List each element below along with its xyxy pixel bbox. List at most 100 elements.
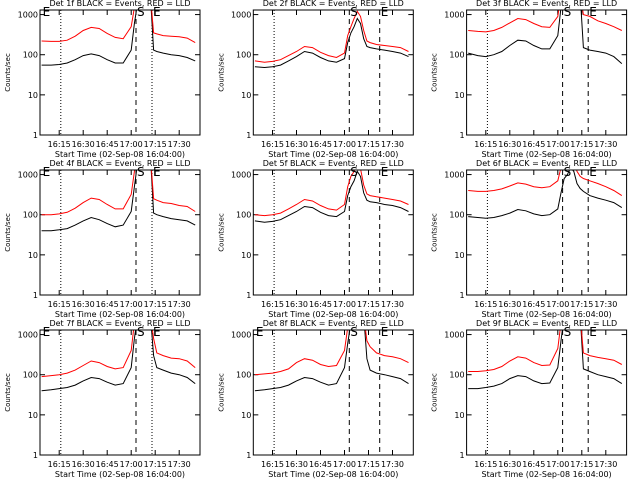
x-tick-label: 16:30: [72, 140, 95, 149]
x-tick-label: 17:30: [381, 140, 404, 149]
y-tick-label: 1: [33, 131, 38, 140]
x-tick-label: 17:00: [120, 140, 143, 149]
y-tick-label: 1000: [444, 171, 464, 180]
y-tick-label: 1: [246, 131, 251, 140]
annotation: E: [43, 5, 51, 19]
x-tick-label: 17:00: [546, 300, 569, 309]
x-tick-label: 17:30: [594, 300, 617, 309]
y-tick-label: 10: [28, 91, 38, 100]
panel: Det 6f BLACK = Events, RED = LLD Counts/s…: [431, 159, 628, 319]
x-tick-label: 17:15: [570, 300, 593, 309]
annotation: E: [153, 165, 161, 179]
y-tick-label: 1000: [18, 11, 38, 20]
x-tick-label: 16:45: [96, 460, 119, 469]
annotation: S: [137, 165, 145, 179]
x-tick-label: 17:15: [570, 460, 593, 469]
x-tick-label: 17:15: [144, 140, 167, 149]
x-axis-label: Start Time (02-Sep-08 16:04:00): [482, 150, 612, 159]
y-axis-label: Counts/sec: [4, 213, 12, 252]
series-line: [254, 10, 409, 63]
panel-title: Det 7f BLACK = Events, RED = LLD: [49, 319, 190, 328]
panel: Det 1f BLACK = Events, RED = LLD Counts/s…: [4, 0, 201, 159]
panel-title: Det 4f BLACK = Events, RED = LLD: [49, 159, 190, 168]
x-tick-label: 16:30: [285, 460, 308, 469]
series-line: [468, 330, 623, 372]
x-tick-label: 17:15: [144, 460, 167, 469]
panel-title: Det 1f BLACK = Events, RED = LLD: [49, 0, 190, 8]
panel-title: Det 3f BLACK = Events, RED = LLD: [476, 0, 617, 8]
y-tick-label: 1: [460, 451, 465, 460]
x-axis-label: Start Time (02-Sep-08 16:04:00): [268, 310, 398, 319]
y-tick-label: 1000: [18, 331, 38, 340]
x-tick-label: 16:15: [48, 140, 71, 149]
series-line: [468, 10, 623, 33]
annotation: E: [589, 5, 597, 19]
x-tick-label: 16:30: [72, 460, 95, 469]
x-tick-label: 17:30: [168, 460, 191, 469]
x-tick-label: 16:15: [474, 460, 497, 469]
y-tick-label: 100: [449, 51, 464, 60]
x-tick-label: 17:00: [120, 460, 143, 469]
x-tick-label: 17:15: [144, 300, 167, 309]
y-tick-label: 10: [454, 91, 464, 100]
annotation: E: [153, 5, 161, 19]
x-tick-label: 16:45: [309, 460, 332, 469]
y-tick-label: 10: [28, 251, 38, 260]
x-tick-label: 17:30: [168, 300, 191, 309]
panel: Det 7f BLACK = Events, RED = LLD Counts/s…: [4, 319, 201, 479]
x-tick-label: 17:15: [357, 460, 380, 469]
x-tick-label: 16:15: [261, 460, 284, 469]
y-tick-label: 10: [241, 91, 251, 100]
y-axis-label: Counts/sec: [4, 373, 12, 412]
annotation: E: [153, 325, 161, 339]
x-tick-label: 17:00: [333, 140, 356, 149]
plot-frame: [39, 9, 201, 136]
y-tick-label: 1000: [18, 171, 38, 180]
plot-frame: [39, 329, 201, 456]
panel-title: Det 2f BLACK = Events, RED = LLD: [263, 0, 404, 8]
annotation: E: [256, 325, 264, 339]
y-tick-label: 1000: [231, 331, 251, 340]
x-tick-label: 16:30: [498, 300, 521, 309]
x-tick-label: 17:00: [546, 460, 569, 469]
plot-frame: [466, 9, 628, 136]
series-line: [468, 330, 623, 390]
annotation: S: [350, 165, 358, 179]
annotation: E: [589, 325, 597, 339]
series-line: [41, 10, 196, 44]
plot-frame: [39, 169, 201, 296]
series-line: [41, 330, 196, 378]
y-axis-label: Counts/sec: [431, 213, 439, 252]
annotation: E: [381, 165, 389, 179]
x-tick-label: 16:15: [474, 140, 497, 149]
y-tick-label: 10: [454, 251, 464, 260]
y-tick-label: 100: [236, 211, 251, 220]
y-tick-label: 1000: [231, 11, 251, 20]
annotation: S: [350, 5, 358, 19]
x-tick-label: 17:00: [120, 300, 143, 309]
x-axis-label: Start Time (02-Sep-08 16:04:00): [55, 150, 185, 159]
x-tick-label: 17:00: [333, 460, 356, 469]
plot-frame: [466, 169, 628, 296]
annotation: E: [589, 165, 597, 179]
panel-title: Det 5f BLACK = Events, RED = LLD: [263, 159, 404, 168]
x-tick-label: 16:45: [522, 460, 545, 469]
series-line: [468, 10, 623, 64]
x-tick-label: 16:45: [309, 300, 332, 309]
series-line: [254, 17, 409, 69]
annotation: E: [43, 325, 51, 339]
y-tick-label: 1000: [231, 171, 251, 180]
x-tick-label: 16:30: [498, 140, 521, 149]
annotation: S: [137, 325, 145, 339]
y-tick-label: 1: [460, 131, 465, 140]
panel-title: Det 6f BLACK = Events, RED = LLD: [476, 159, 617, 168]
x-tick-label: 16:30: [285, 140, 308, 149]
panel: Det 8f BLACK = Events, RED = LLD Counts/s…: [217, 319, 414, 479]
series-line: [468, 170, 623, 219]
x-axis-label: Start Time (02-Sep-08 16:04:00): [55, 470, 185, 479]
x-tick-label: 16:15: [261, 300, 284, 309]
y-tick-label: 1: [246, 451, 251, 460]
series-line: [41, 330, 196, 392]
series-line: [254, 330, 409, 376]
x-tick-label: 17:30: [381, 300, 404, 309]
